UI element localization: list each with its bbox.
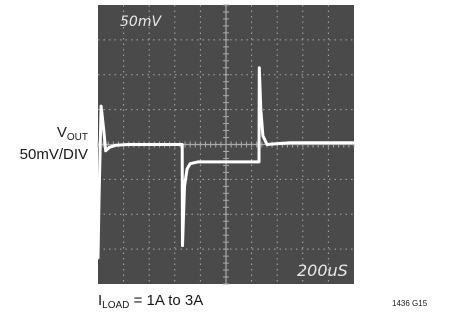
iload-label-sub: LOAD — [102, 300, 130, 311]
time-setting-readout: 200uS — [297, 261, 348, 280]
vout-axis-label: VOUT — [57, 124, 88, 147]
vout-trace — [96, 66, 356, 260]
figure-code: 1436 G15 — [392, 299, 428, 308]
vout-label-sub: OUT — [66, 132, 88, 143]
vout-label-main: V — [56, 124, 67, 141]
iload-label-main: I — [98, 292, 103, 309]
iload-label-rest: = 1A to 3A — [129, 292, 204, 309]
iload-label: ILOAD = 1A to 3A — [98, 292, 203, 311]
vout-scale-label: 50mV/DIV — [19, 146, 88, 163]
vertical-setting-readout: 50mV — [120, 14, 162, 30]
